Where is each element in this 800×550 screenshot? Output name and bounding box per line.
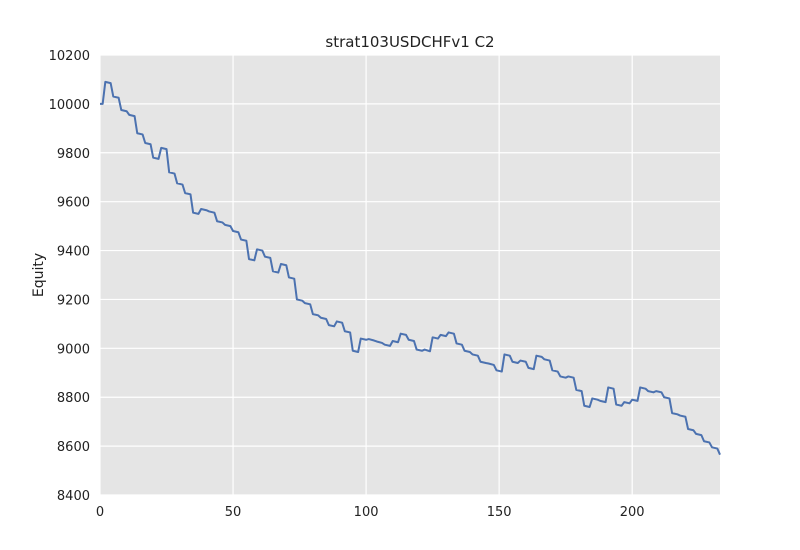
y-tick-label: 9400 — [57, 245, 90, 260]
plot-background — [100, 55, 720, 495]
y-tick-label: 8600 — [57, 440, 90, 455]
y-tick-label: 8800 — [57, 391, 90, 406]
y-tick-label: 9600 — [57, 196, 90, 211]
series-layer — [100, 80, 721, 456]
y-tick-label: 9000 — [57, 342, 90, 357]
chart-title: strat103USDCHFv1 C2 — [325, 33, 494, 51]
tick-labels: 0 50 100 150 200 8400 8600 8800 9000 9200 9400 9600… — [49, 49, 645, 520]
x-tick-label: 150 — [487, 505, 512, 520]
y-axis-label: Equity — [31, 253, 47, 297]
y-tick-label: 10000 — [49, 98, 90, 113]
x-tick-label: 0 — [96, 505, 104, 520]
y-tick-label: 10200 — [49, 49, 90, 64]
equity-series-line — [100, 80, 721, 456]
grid-lines — [99, 54, 720, 496]
y-tick-label: 9200 — [57, 293, 90, 308]
x-tick-label: 200 — [620, 505, 645, 520]
y-tick-label: 8400 — [57, 489, 90, 504]
y-tick-label: 9800 — [57, 147, 90, 162]
x-tick-label: 100 — [354, 505, 379, 520]
x-tick-label: 50 — [225, 505, 242, 520]
